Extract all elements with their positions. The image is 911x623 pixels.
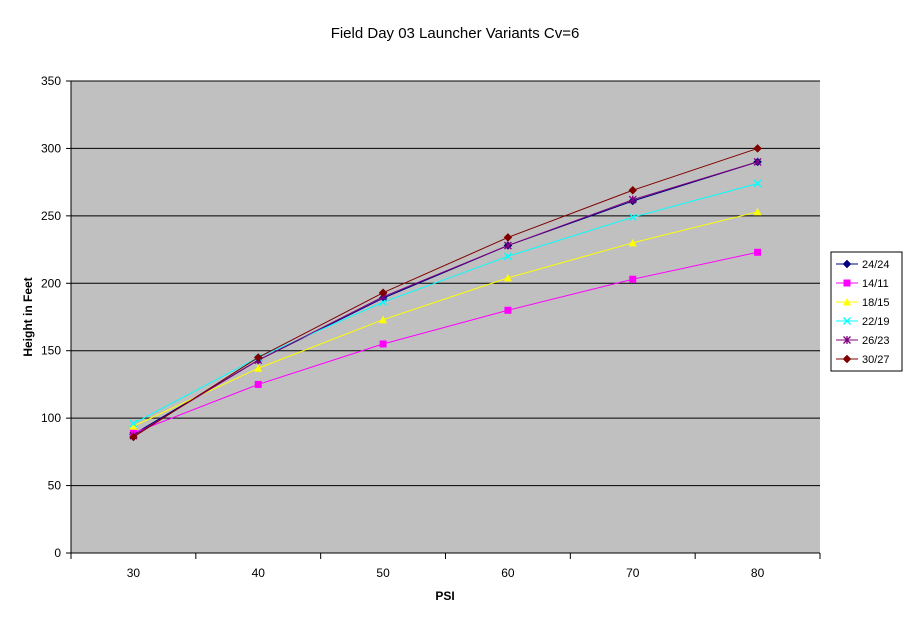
data-point-30/27-50 — [378, 288, 388, 298]
data-point-22/19-80 — [753, 179, 762, 188]
data-point-18/15-30 — [129, 422, 138, 430]
legend-item-14/11: 14/11 — [836, 278, 889, 290]
data-point-14/11-50 — [379, 340, 387, 348]
data-point-30/27-40 — [253, 353, 263, 362]
data-point-18/15-80 — [753, 207, 762, 216]
y-tick-label-150: 150 — [41, 344, 61, 358]
series-line-14/11 — [133, 251, 758, 434]
axes: 0 50 100 150 200 250 300 350 30 40 50 60 70 80 — [41, 74, 821, 580]
legend-label-30/27: 30/27 — [862, 354, 890, 366]
legend-item-26/23: 26/23 — [836, 335, 890, 347]
plot-area — [71, 81, 820, 553]
data-point-14/11-80 — [754, 248, 762, 256]
chart-title: Field Day 03 Launcher Variants Cv=6 — [331, 25, 580, 42]
series-18/15 — [129, 207, 762, 430]
gridlines — [71, 80, 820, 487]
data-point-30/27-30 — [129, 432, 138, 442]
data-point-22/19-70 — [628, 213, 637, 222]
series-line-30/27 — [133, 147, 758, 438]
legend-marker-26/23 — [843, 336, 851, 344]
series-22/19 — [129, 179, 762, 428]
y-tick-label-100: 100 — [41, 411, 61, 425]
x-axis-label: PSI — [435, 589, 454, 603]
x-tick-label-40: 40 — [252, 566, 266, 580]
legend-box — [830, 251, 903, 372]
data-point-14/11-70 — [629, 275, 637, 283]
legend-label-22/19: 22/19 — [862, 316, 890, 328]
y-axis-label: Height in Feet — [21, 277, 35, 356]
x-tick-label-30: 30 — [127, 566, 141, 580]
legend-label-18/15: 18/15 — [862, 297, 890, 309]
legend-marker-24/24 — [842, 259, 852, 269]
data-point-14/11-60 — [504, 306, 512, 314]
y-tick-label-50: 50 — [48, 479, 62, 493]
y-tick-label-300: 300 — [41, 141, 61, 155]
series-30/27 — [129, 144, 762, 442]
series-line-26/23 — [133, 161, 758, 437]
data-point-26/23-70 — [628, 195, 637, 204]
data-point-26/23-60 — [503, 241, 512, 250]
legend-label-24/24: 24/24 — [862, 259, 890, 271]
data-point-22/19-30 — [129, 419, 138, 428]
legend-marker-14/11 — [843, 279, 851, 287]
legend-item-24/24: 24/24 — [836, 259, 890, 271]
legend-label-14/11: 14/11 — [862, 278, 889, 290]
data-point-18/15-40 — [254, 364, 263, 372]
legend-item-18/15: 18/15 — [836, 297, 890, 309]
y-tick-label-350: 350 — [41, 74, 61, 88]
legend-label-26/23: 26/23 — [862, 335, 890, 347]
data-point-18/15-60 — [503, 273, 512, 282]
x-tick-label-80: 80 — [751, 566, 765, 580]
y-tick-label-250: 250 — [41, 209, 61, 223]
data-point-30/27-60 — [503, 233, 513, 242]
data-point-18/15-50 — [379, 315, 388, 324]
data-point-14/11-40 — [254, 380, 262, 388]
legend: 24/24 14/11 18/15 22/19 26/23 30/27 — [830, 251, 903, 372]
series-group — [129, 144, 762, 442]
y-tick-label-200: 200 — [41, 276, 61, 290]
series-line-22/19 — [133, 183, 758, 424]
data-point-30/27-70 — [628, 185, 638, 195]
x-tick-label-70: 70 — [626, 566, 640, 580]
data-point-30/27-80 — [753, 144, 762, 153]
legend-item-30/27: 30/27 — [836, 354, 890, 366]
y-tick-label-0: 0 — [54, 546, 61, 560]
legend-marker-22/19 — [843, 317, 851, 325]
x-tick-label-60: 60 — [501, 566, 515, 580]
legend-marker-30/27 — [842, 354, 852, 364]
data-point-22/19-60 — [503, 252, 512, 261]
x-tick-label-50: 50 — [376, 566, 390, 580]
legend-item-22/19: 22/19 — [836, 316, 890, 328]
legend-marker-18/15 — [843, 298, 851, 306]
data-point-18/15-70 — [628, 238, 637, 247]
data-point-26/23-80 — [753, 157, 762, 166]
series-line-18/15 — [133, 211, 758, 427]
